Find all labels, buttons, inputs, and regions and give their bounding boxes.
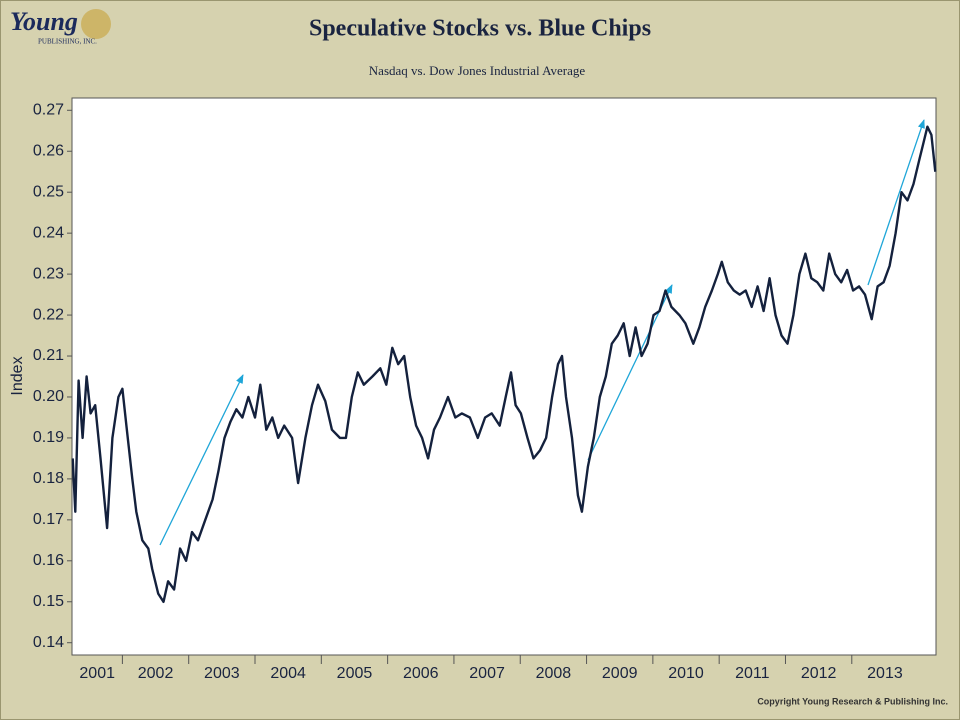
x-tick-label: 2006 (403, 665, 439, 682)
x-tick-label: 2002 (138, 665, 174, 682)
y-axis-label: Index (9, 356, 26, 395)
trend-arrow (159, 374, 244, 546)
y-tick-label: 0.17 (33, 511, 64, 528)
trend-arrow (867, 119, 925, 286)
y-tick-label: 0.16 (33, 552, 64, 569)
y-tick-label: 0.26 (33, 142, 64, 159)
x-tick-label: 2011 (735, 665, 770, 682)
x-tick-label: 2010 (668, 665, 704, 682)
y-tick-label: 0.25 (33, 183, 64, 200)
x-tick-label: 2008 (536, 665, 572, 682)
x-tick-label: 2005 (337, 665, 373, 682)
x-tick-label: 2004 (270, 665, 306, 682)
x-tick-label: 2012 (801, 665, 837, 682)
y-tick-label: 0.23 (33, 265, 64, 282)
logo-name: Young (10, 7, 78, 36)
y-tick-label: 0.19 (33, 429, 64, 446)
data-line (71, 125, 937, 603)
y-tick-label: 0.24 (33, 224, 64, 241)
x-tick-label: 2009 (602, 665, 638, 682)
y-tick-label: 0.18 (33, 470, 64, 487)
y-tick-label: 0.22 (33, 306, 64, 323)
y-tick-label: 0.27 (33, 102, 64, 119)
logo-emblem (81, 9, 111, 39)
x-tick-label: 2013 (867, 665, 903, 682)
chart-title: Speculative Stocks vs. Blue Chips (309, 16, 651, 42)
x-tick-label: 2003 (204, 665, 240, 682)
plot-area (71, 97, 937, 656)
y-tick-label: 0.21 (33, 347, 64, 364)
y-tick-label: 0.15 (33, 593, 64, 610)
y-tick-label: 0.20 (33, 388, 64, 405)
logo-subtitle: PUBLISHING, INC. (38, 38, 97, 46)
x-tick-label: 2007 (469, 665, 505, 682)
copyright: Copyright Young Research & Publishing In… (757, 696, 948, 706)
chart-subtitle: Nasdaq vs. Dow Jones Industrial Average (369, 63, 586, 78)
x-tick-label: 2001 (79, 665, 115, 682)
trend-arrow (587, 284, 673, 461)
y-tick-label: 0.14 (33, 634, 64, 651)
